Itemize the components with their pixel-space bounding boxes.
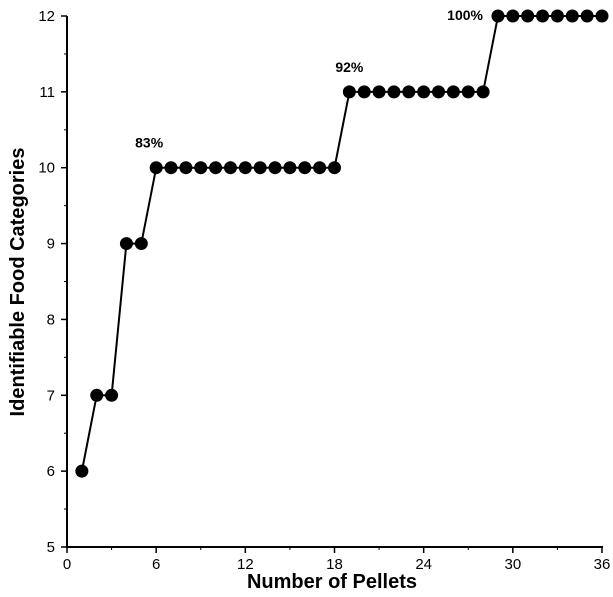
x-tick-label: 18 bbox=[326, 556, 343, 573]
y-tick-label: 6 bbox=[47, 463, 55, 480]
data-point bbox=[134, 237, 148, 251]
data-point bbox=[119, 237, 133, 251]
annotation-label: 100% bbox=[447, 7, 483, 23]
y-tick-label: 12 bbox=[38, 8, 55, 25]
data-point bbox=[313, 161, 327, 175]
data-point bbox=[506, 9, 520, 23]
data-point bbox=[342, 85, 356, 99]
x-axis-title: Number of Pellets bbox=[247, 571, 417, 593]
series-layer bbox=[75, 9, 609, 478]
data-point bbox=[90, 388, 104, 402]
data-point bbox=[417, 85, 431, 99]
x-tick-label: 30 bbox=[504, 556, 521, 573]
y-tick-label: 7 bbox=[47, 387, 55, 404]
annotation-label: 92% bbox=[335, 59, 364, 75]
data-point bbox=[253, 161, 267, 175]
data-point bbox=[194, 161, 208, 175]
data-point bbox=[209, 161, 223, 175]
data-point bbox=[298, 161, 312, 175]
data-point bbox=[402, 85, 416, 99]
data-point bbox=[595, 9, 609, 23]
data-point bbox=[149, 161, 163, 175]
axes bbox=[66, 16, 603, 548]
data-point bbox=[179, 161, 193, 175]
y-tick-label: 11 bbox=[39, 84, 55, 101]
data-point bbox=[164, 161, 178, 175]
data-point bbox=[238, 161, 252, 175]
data-point bbox=[580, 9, 594, 23]
annotation-label: 83% bbox=[135, 135, 164, 151]
data-point bbox=[328, 161, 341, 175]
y-tick-label: 10 bbox=[38, 160, 55, 177]
data-point bbox=[461, 85, 475, 99]
x-tick-label: 6 bbox=[152, 556, 160, 573]
annotations: 83% 92% 100% bbox=[135, 7, 483, 151]
data-point bbox=[550, 9, 564, 23]
data-point bbox=[357, 85, 371, 99]
y-tick-label: 5 bbox=[47, 539, 55, 556]
data-point bbox=[491, 9, 505, 23]
series-line bbox=[80, 15, 602, 472]
data-point bbox=[283, 161, 297, 175]
data-point bbox=[75, 464, 89, 478]
data-point bbox=[372, 85, 386, 99]
data-point bbox=[521, 9, 535, 23]
data-point bbox=[223, 161, 237, 175]
data-point bbox=[476, 85, 490, 99]
ticks: 0 6 12 18 24 30 36 5 6 7 8 9 10 11 12 bbox=[38, 8, 610, 573]
y-axis-title: Identifiable Food Categories bbox=[7, 148, 29, 417]
x-tick-label: 24 bbox=[415, 556, 432, 573]
data-point bbox=[105, 388, 119, 402]
x-tick-label: 12 bbox=[237, 556, 254, 573]
data-point bbox=[446, 85, 460, 99]
data-point bbox=[387, 85, 401, 99]
y-tick-label: 9 bbox=[47, 236, 55, 253]
x-tick-label: 0 bbox=[63, 556, 71, 573]
data-point bbox=[565, 9, 579, 23]
y-tick-label: 8 bbox=[47, 311, 55, 328]
data-point bbox=[432, 85, 446, 99]
data-point bbox=[268, 161, 282, 175]
x-tick-label: 36 bbox=[594, 556, 611, 573]
data-point bbox=[536, 9, 550, 23]
